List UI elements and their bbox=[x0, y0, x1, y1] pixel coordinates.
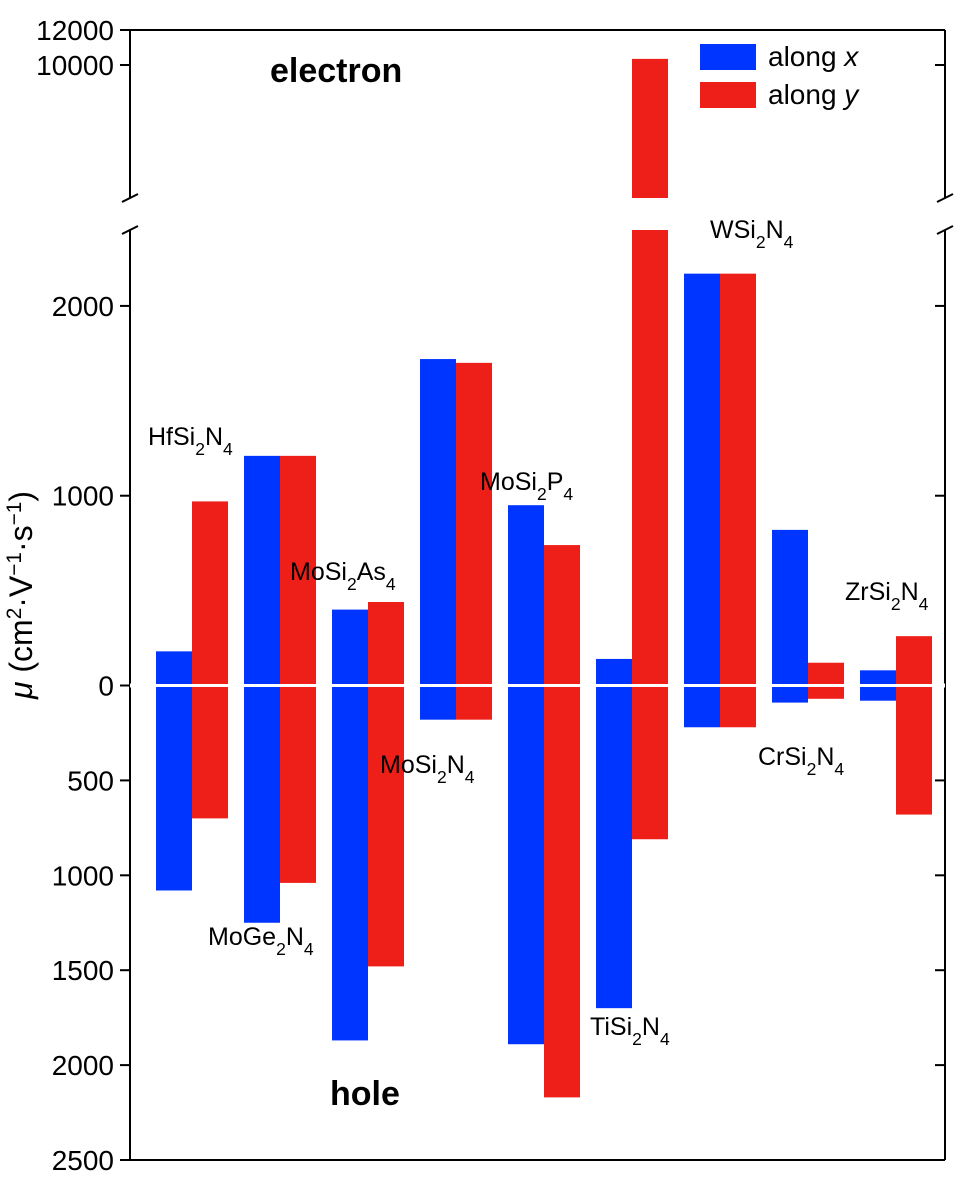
bar bbox=[456, 363, 492, 686]
bar bbox=[192, 501, 228, 685]
bar bbox=[332, 610, 368, 686]
bar bbox=[632, 230, 668, 686]
y-tick-label: 1000 bbox=[52, 481, 114, 512]
region-label: hole bbox=[330, 1075, 400, 1113]
bar bbox=[896, 686, 932, 815]
bar bbox=[368, 686, 404, 967]
material-label: MoGe2N4 bbox=[208, 923, 314, 959]
bar bbox=[684, 274, 720, 686]
bar bbox=[420, 359, 456, 685]
y-tick-label: 1000 bbox=[52, 860, 114, 891]
bar bbox=[420, 686, 456, 720]
mobility-chart: 20001000050010001500200025001000012000μ … bbox=[0, 0, 977, 1192]
material-label: ZrSi2N4 bbox=[845, 578, 929, 614]
bar bbox=[808, 686, 844, 699]
bar bbox=[772, 530, 808, 686]
bar bbox=[860, 686, 896, 701]
y-tick-label: 500 bbox=[67, 765, 114, 796]
bar bbox=[808, 663, 844, 686]
bar bbox=[368, 602, 404, 686]
legend-swatch bbox=[700, 82, 756, 108]
bar bbox=[508, 505, 544, 685]
chart-svg: 20001000050010001500200025001000012000μ … bbox=[0, 0, 977, 1192]
bar bbox=[632, 59, 668, 198]
bar bbox=[896, 636, 932, 685]
bar bbox=[684, 686, 720, 728]
bar bbox=[244, 686, 280, 923]
bar bbox=[544, 545, 580, 685]
bar bbox=[456, 686, 492, 720]
bar bbox=[860, 670, 896, 685]
bar bbox=[720, 274, 756, 686]
y-tick-label: 0 bbox=[98, 671, 114, 702]
bar bbox=[156, 651, 192, 685]
legend-label: along y bbox=[768, 79, 860, 110]
bar bbox=[332, 686, 368, 1041]
bar bbox=[720, 686, 756, 728]
material-label: CrSi2N4 bbox=[758, 743, 844, 779]
y-axis-label: μ (cm2·V−1·s−1) bbox=[3, 491, 40, 700]
y-tick-label: 12000 bbox=[36, 15, 114, 46]
y-tick-label: 1500 bbox=[52, 955, 114, 986]
bar bbox=[508, 686, 544, 1045]
material-label: HfSi2N4 bbox=[148, 423, 233, 459]
legend-label: along x bbox=[768, 41, 859, 72]
bar bbox=[280, 686, 316, 883]
bar bbox=[192, 686, 228, 819]
legend-swatch bbox=[700, 44, 756, 70]
bar bbox=[596, 659, 632, 686]
bar bbox=[596, 686, 632, 1009]
bar bbox=[544, 686, 580, 1098]
y-tick-label: 2500 bbox=[52, 1145, 114, 1176]
material-label: TiSi2N4 bbox=[590, 1013, 670, 1049]
material-label: WSi2N4 bbox=[710, 216, 794, 252]
bar bbox=[632, 686, 668, 840]
bar bbox=[156, 686, 192, 891]
y-tick-label: 2000 bbox=[52, 1050, 114, 1081]
bar bbox=[244, 456, 280, 686]
bar bbox=[772, 686, 808, 703]
y-tick-label: 10000 bbox=[36, 50, 114, 81]
region-label: electron bbox=[270, 52, 402, 90]
y-tick-label: 2000 bbox=[52, 291, 114, 322]
material-label: MoSi2P4 bbox=[480, 468, 573, 504]
